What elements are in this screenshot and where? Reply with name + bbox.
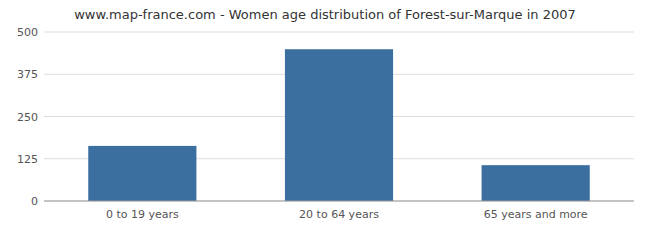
chart: www.map-france.com - Women age distribut… bbox=[0, 0, 650, 229]
y-tick-label: 250 bbox=[17, 111, 38, 124]
bars bbox=[88, 49, 590, 201]
chart-container: www.map-france.com - Women age distribut… bbox=[0, 0, 650, 229]
y-tick-label: 125 bbox=[17, 153, 38, 166]
y-tick-label: 500 bbox=[17, 26, 38, 39]
y-tick-label: 0 bbox=[31, 195, 38, 208]
bar bbox=[88, 146, 196, 201]
bar bbox=[285, 49, 393, 201]
x-tick-label: 20 to 64 years bbox=[299, 208, 379, 221]
grid-line bbox=[44, 201, 634, 202]
bar bbox=[482, 165, 590, 201]
x-axis-line bbox=[44, 201, 634, 202]
y-tick-label: 375 bbox=[17, 68, 38, 81]
x-tick-label: 0 to 19 years bbox=[106, 208, 179, 221]
grid bbox=[44, 32, 634, 201]
grid-line bbox=[44, 32, 634, 33]
x-tick-label: 65 years and more bbox=[484, 208, 588, 221]
title: www.map-france.com - Women age distribut… bbox=[74, 7, 576, 22]
